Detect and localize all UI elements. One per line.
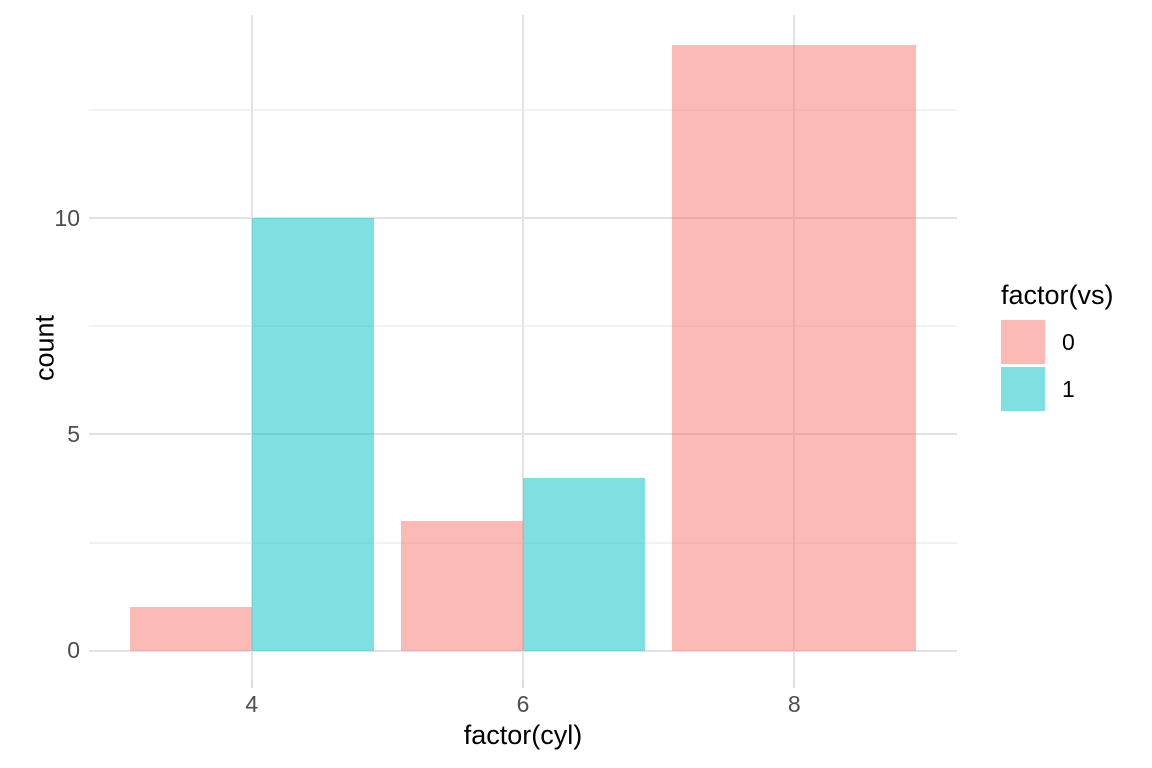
legend-swatch-0	[1001, 320, 1045, 364]
x-tick-label: 8	[787, 691, 801, 717]
x-tick-label: 4	[245, 691, 259, 717]
x-axis-title: factor(cyl)	[463, 720, 583, 750]
gridline-major-vertical	[522, 15, 524, 681]
plot-panel	[89, 15, 957, 681]
y-tick-label: 5	[67, 420, 80, 447]
y-tick-label: 0	[67, 637, 80, 664]
x-tick-mark	[793, 681, 796, 688]
x-tick-mark	[522, 681, 524, 688]
bar-cyl6-vs1	[523, 477, 646, 651]
y-tick-label: 10	[54, 204, 80, 231]
legend-title: factor(vs)	[1001, 280, 1114, 310]
bar-cyl4-vs1	[251, 218, 374, 651]
bar-cyl4-vs0	[129, 607, 252, 651]
legend-label: 1	[1062, 375, 1075, 402]
y-axis-title: count	[29, 314, 60, 382]
bar-cyl6-vs0	[400, 520, 523, 651]
bar-cyl8-vs0	[672, 45, 917, 651]
x-tick-label: 6	[516, 691, 530, 717]
x-tick-mark	[250, 681, 253, 688]
legend-key-1: 1	[1001, 367, 1114, 411]
legend-key-0: 0	[1001, 320, 1114, 364]
legend-swatch-1	[1001, 367, 1045, 411]
legend-label: 0	[1062, 328, 1075, 355]
